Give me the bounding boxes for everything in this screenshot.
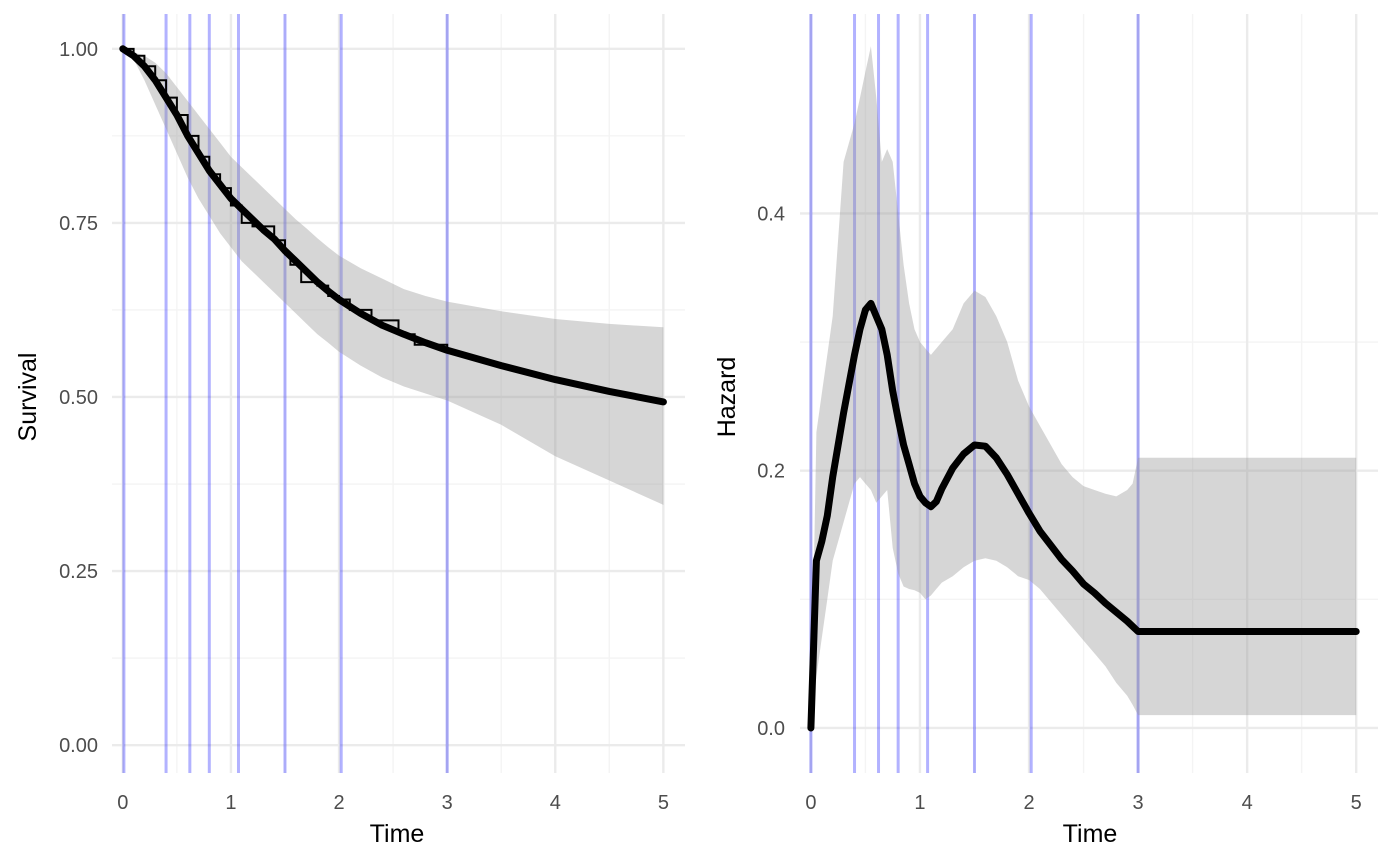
survival-x-tick-label: 4 <box>550 792 561 814</box>
survival-knot-lines <box>122 14 449 773</box>
hazard-y-axis-title: Hazard <box>713 357 741 438</box>
survival-fitted-curve <box>119 45 667 406</box>
survival-fitted-curve-layer <box>119 45 667 406</box>
hazard-knot-lines <box>809 14 1140 773</box>
hazard-x-tick-label: 5 <box>1351 792 1362 814</box>
survival-confidence-band-layer <box>122 48 664 505</box>
hazard-x-tick-labels: 0 1 2 3 4 5 <box>805 792 1361 814</box>
survival-y-tick-label: 0.75 <box>59 213 98 235</box>
survival-panel: 0.00 0.25 0.50 0.75 1.00 0 1 2 3 4 5 Time Surviva… <box>14 14 685 848</box>
hazard-confidence-band <box>810 46 1357 728</box>
hazard-x-tick-label: 1 <box>914 792 925 814</box>
survival-y-axis-title: Survival <box>14 353 42 442</box>
hazard-x-tick-label: 0 <box>805 792 816 814</box>
survival-y-tick-label: 0.50 <box>59 387 98 409</box>
survival-y-tick-label: 0.00 <box>59 735 98 757</box>
survival-x-axis-title: Time <box>370 820 425 848</box>
survival-x-tick-label: 1 <box>225 792 236 814</box>
hazard-y-tick-label: 0.4 <box>757 203 785 225</box>
hazard-x-tick-label: 2 <box>1023 792 1034 814</box>
survival-y-tick-label: 0.25 <box>59 561 98 583</box>
survival-x-tick-labels: 0 1 2 3 4 5 <box>117 792 669 814</box>
survival-y-tick-labels: 0.00 0.25 0.50 0.75 1.00 <box>59 39 98 757</box>
survival-x-tick-label: 0 <box>117 792 128 814</box>
survival-y-tick-label: 1.00 <box>59 39 98 61</box>
survival-x-tick-label: 2 <box>333 792 344 814</box>
hazard-y-tick-labels: 0.0 0.2 0.4 <box>757 203 785 740</box>
hazard-fitted-curve <box>807 299 1360 732</box>
hazard-gridlines <box>800 14 1378 773</box>
survival-x-tick-label: 3 <box>442 792 453 814</box>
hazard-y-tick-label: 0.0 <box>757 718 785 740</box>
hazard-x-axis-title: Time <box>1063 820 1118 848</box>
hazard-x-tick-label: 3 <box>1133 792 1144 814</box>
hazard-confidence-band-layer <box>810 46 1357 728</box>
survival-x-tick-label: 5 <box>658 792 669 814</box>
survival-gridlines <box>112 14 685 773</box>
hazard-panel: 0.0 0.2 0.4 0 1 2 3 4 5 Time Hazard <box>713 14 1378 848</box>
hazard-fitted-curve-layer <box>807 299 1360 732</box>
hazard-y-tick-label: 0.2 <box>757 461 785 483</box>
hazard-x-tick-label: 4 <box>1242 792 1253 814</box>
survival-confidence-band <box>122 48 664 505</box>
